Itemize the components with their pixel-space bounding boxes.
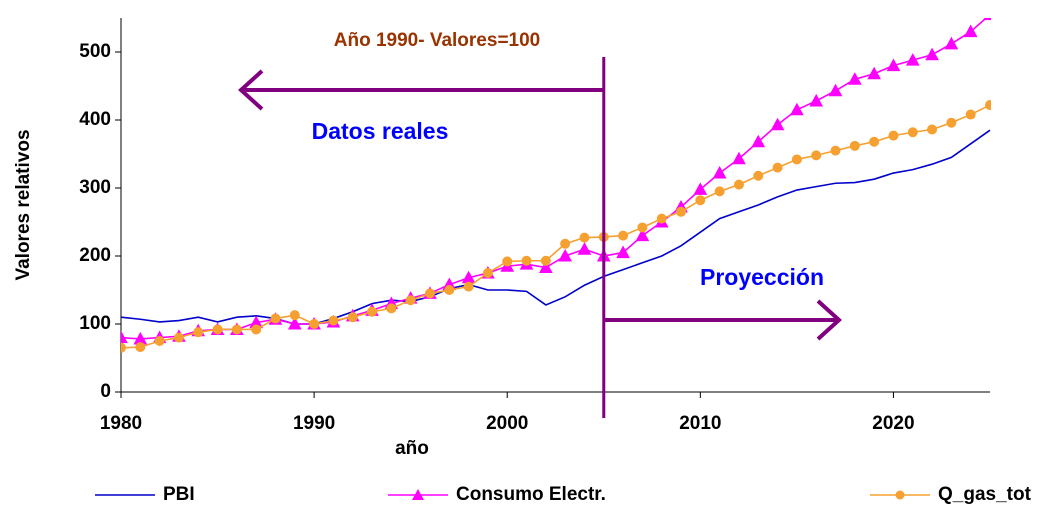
legend-label: Consumo Electr. <box>456 484 606 505</box>
marker <box>482 268 493 278</box>
y-tick-label: 100 <box>79 313 111 334</box>
marker <box>386 303 397 314</box>
marker <box>751 134 766 148</box>
marker <box>558 248 572 262</box>
marker <box>637 222 648 233</box>
series-line <box>121 104 991 349</box>
marker <box>809 93 824 107</box>
legend-marker <box>895 490 905 500</box>
marker <box>579 232 590 243</box>
marker <box>828 83 843 97</box>
marker <box>733 179 744 190</box>
x-tick-label: 1990 <box>293 413 335 434</box>
marker <box>121 330 128 344</box>
marker <box>121 342 126 353</box>
marker <box>154 336 165 346</box>
marker <box>847 72 862 85</box>
marker <box>502 256 513 267</box>
y-tick-label: 400 <box>79 109 111 130</box>
marker <box>328 315 339 326</box>
marker <box>983 18 991 21</box>
marker <box>618 230 629 241</box>
marker <box>287 316 302 330</box>
marker <box>927 124 938 135</box>
marker <box>946 117 957 128</box>
y-tick-label: 500 <box>79 41 111 62</box>
marker <box>985 100 991 111</box>
marker <box>173 332 184 343</box>
marker <box>656 213 667 224</box>
marker <box>811 150 822 161</box>
series-line <box>121 129 991 325</box>
marker <box>463 281 474 292</box>
marker <box>888 130 899 141</box>
marker <box>830 145 841 156</box>
marker <box>770 117 785 131</box>
marker <box>869 136 880 147</box>
y-tick-label: 300 <box>79 177 111 198</box>
marker <box>886 58 901 72</box>
y-tick-label: 0 <box>100 381 111 402</box>
marker <box>714 186 725 197</box>
marker <box>732 151 746 165</box>
marker <box>193 327 204 338</box>
marker <box>693 182 708 195</box>
marker <box>944 36 959 50</box>
marker <box>251 324 262 335</box>
marker <box>635 228 650 242</box>
marker <box>212 324 223 335</box>
arrow-right <box>603 299 842 341</box>
marker <box>905 53 920 66</box>
x-tick-label: 1980 <box>100 413 142 434</box>
marker <box>367 306 378 317</box>
marker <box>577 242 592 255</box>
annotation: Proyección <box>700 264 824 290</box>
x-tick-label: 2020 <box>872 413 914 434</box>
marker <box>521 255 532 266</box>
marker <box>907 127 918 138</box>
marker <box>424 288 435 299</box>
marker <box>925 47 939 61</box>
y-axis-label: Valores relativos <box>13 129 34 280</box>
marker <box>560 238 571 249</box>
x-tick-label: 2010 <box>679 413 721 434</box>
marker <box>753 170 764 181</box>
series-line <box>121 18 988 340</box>
annotation: Datos reales <box>312 118 449 144</box>
x-axis-label: año <box>395 438 429 459</box>
plot-area <box>121 18 991 353</box>
marker <box>965 109 976 120</box>
marker <box>347 312 358 323</box>
marker <box>270 313 281 324</box>
marker <box>540 255 551 266</box>
marker <box>309 319 320 329</box>
marker <box>231 324 242 335</box>
marker <box>444 285 455 295</box>
x-tick-label: 2000 <box>486 413 528 434</box>
legend-marker <box>412 489 424 500</box>
legend-label: PBI <box>163 484 195 505</box>
marker <box>790 102 804 116</box>
marker <box>849 140 860 151</box>
legend-label: Q_gas_tot <box>938 484 1032 505</box>
marker <box>695 195 706 206</box>
arrow-left <box>238 69 603 111</box>
annotation: Año 1990- Valores=100 <box>334 30 541 51</box>
marker <box>867 66 881 80</box>
marker <box>405 295 416 306</box>
y-tick-label: 200 <box>79 245 111 266</box>
marker <box>791 154 802 165</box>
marker <box>539 260 553 274</box>
marker <box>616 245 630 259</box>
marker <box>676 206 687 217</box>
marker <box>963 24 978 38</box>
marker <box>289 310 300 321</box>
marker <box>712 165 727 179</box>
marker <box>135 342 146 353</box>
marker <box>772 162 783 173</box>
